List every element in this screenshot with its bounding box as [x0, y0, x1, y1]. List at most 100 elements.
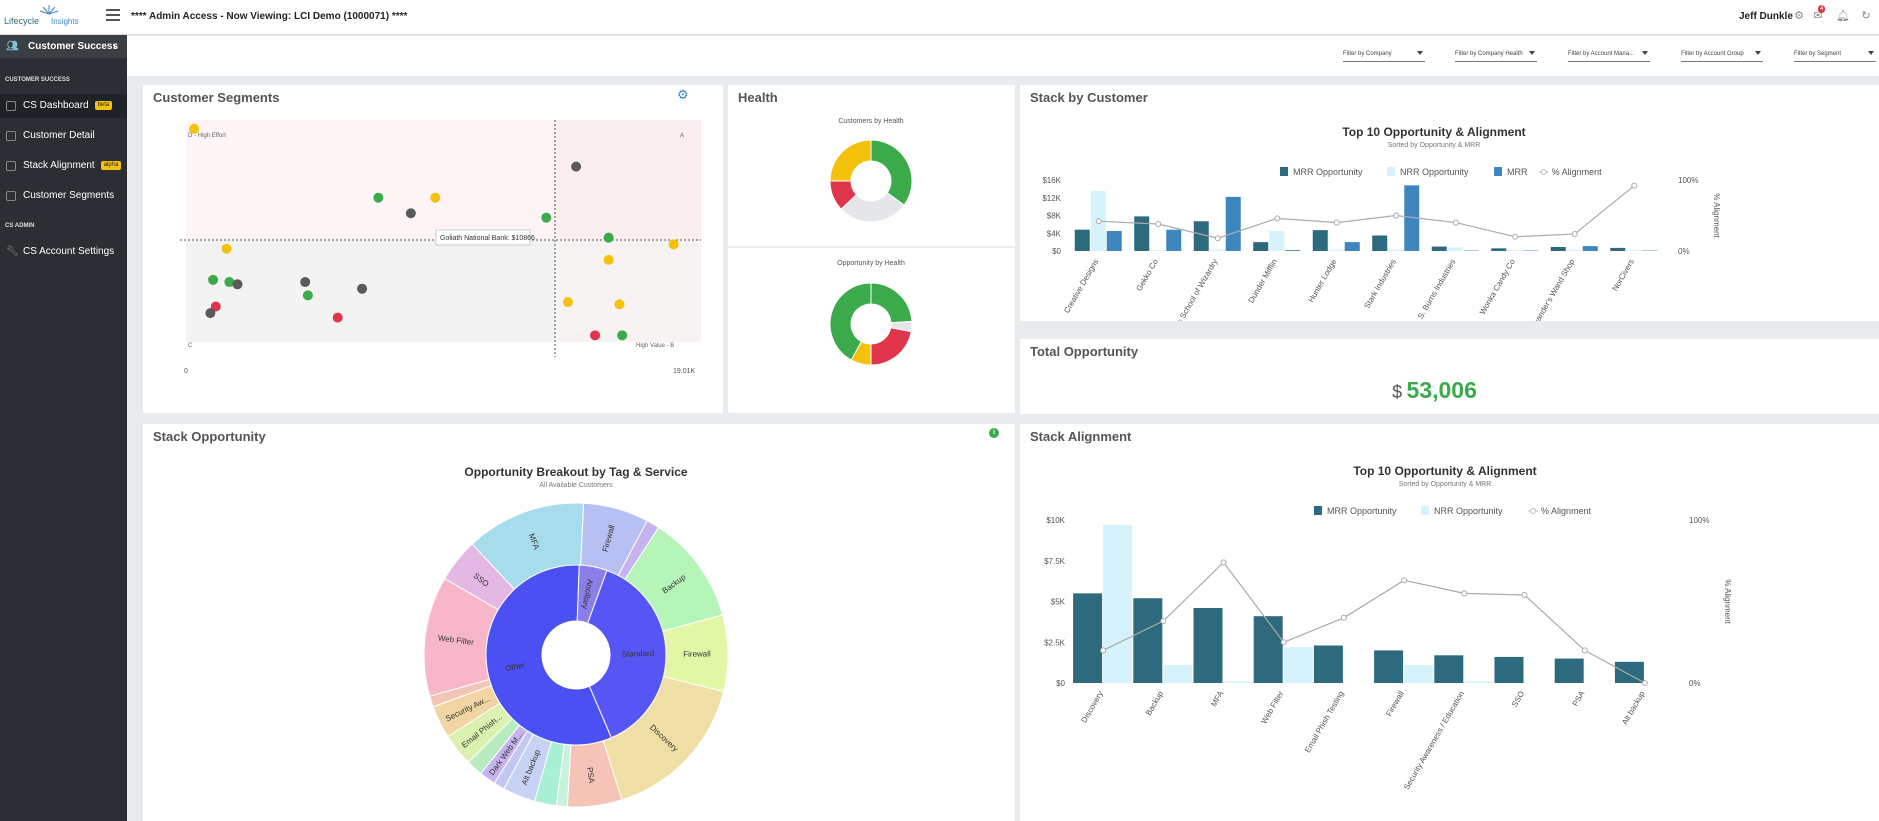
total-opportunity-panel: Total Opportunity $ 53,006 [1020, 339, 1879, 414]
quadrant-a-label: A [680, 133, 684, 139]
filter-company-health[interactable]: Filter by Company Health [1455, 49, 1537, 62]
health-donuts: Customers by Health Opportunity by Healt… [728, 118, 1015, 366]
sunburst-label: Standard [622, 649, 655, 659]
stack-icon [6, 161, 16, 171]
refresh-icon[interactable]: ↻ [1861, 10, 1871, 22]
sidebar: 👥︎ Customer Success › CUSTOMER SUCCESS C… [0, 35, 127, 821]
chevron-right-icon: › [113, 41, 117, 52]
lifecycle-insights-logo[interactable]: Lifecycle Insights [4, 2, 90, 32]
alignment-point [1452, 219, 1459, 226]
user-name[interactable]: Jeff Dunkle [1739, 11, 1793, 22]
opportunity-sunburst: Opportunity Breakout by Tag & Service All… [423, 465, 729, 808]
tooltip-text: Goliath National Bank: $10866 [440, 235, 535, 242]
alignment-point [1641, 680, 1648, 686]
y2-tick-label: 0% [1689, 679, 1701, 688]
alignment-point [1401, 577, 1408, 584]
legend-label-alignment: % Alignment [1541, 506, 1592, 516]
bar-nrr-opportunity-norcivers [1626, 250, 1642, 251]
sidebar-item-stack-alignment[interactable]: Stack Alignment alpha [0, 154, 127, 178]
filter-account-manager[interactable]: Filter by Account Mana... [1568, 49, 1650, 62]
scatter-point [668, 239, 679, 250]
x-tick-label: Email Phish Testing [1303, 690, 1346, 755]
bell-icon[interactable]: 🔔︎ [1836, 10, 1850, 22]
bar-mrr-opportunity-psa [1554, 658, 1584, 683]
alignment-line [1102, 561, 1646, 684]
y2-tick-label: 0% [1678, 247, 1690, 256]
bar-mrr-opportunity-mfa [1193, 608, 1223, 683]
x-axis-max-label: 19.01K [673, 368, 696, 375]
scatter-point [205, 308, 216, 319]
sidebar-item-cs-dashboard[interactable]: CS Dashboard beta [0, 94, 127, 118]
menu-icon[interactable] [106, 9, 120, 23]
bar-mrr-opportunity-dunder-mifflin [1253, 242, 1269, 251]
filter-account-group[interactable]: Filter by Account Group [1681, 49, 1763, 62]
bar-mrr-opportunity-firewall [1374, 650, 1404, 683]
bar-mrr-opportunity-hogwarts-school-of-wizardry [1193, 221, 1209, 251]
bar-nrr-opportunity-stark-industries [1388, 249, 1404, 251]
caret-down-icon [1417, 51, 1423, 55]
wrench-icon: 🔧︎ [6, 246, 19, 257]
stack-by-customer-chart: Top 10 Opportunity & Alignment Sorted by … [1042, 125, 1721, 321]
customer-segments-panel: Customer Segments ⚙ D - High Effort A C … [143, 85, 723, 413]
panel-title: Stack Opportunity [153, 429, 266, 444]
sunburst-label: PSA [585, 767, 596, 785]
sunburst-inner-other [485, 564, 613, 746]
x-tick-label: Backup [1144, 689, 1165, 717]
bar-mrr-hogwarts-school-of-wizardry [1225, 196, 1241, 251]
scatter-point [617, 330, 628, 341]
y-tick-label: $16K [1042, 176, 1061, 185]
sidebar-item-cs-account-settings[interactable]: 🔧︎ CS Account Settings [0, 240, 127, 264]
gear-icon[interactable]: ⚙ [1794, 10, 1804, 22]
filter-company[interactable]: Filter by Company [1343, 49, 1425, 62]
bar-nrr-opportunity-hunter-lodge [1328, 249, 1344, 251]
alpha-badge: alpha [100, 160, 122, 170]
bar-mrr-opportunity-security-awareness-education [1434, 655, 1464, 683]
y-tick-label: $2.5K [1044, 638, 1066, 647]
caret-down-icon [1868, 51, 1874, 55]
currency-symbol: $ [1392, 382, 1403, 402]
scatter-point [603, 254, 614, 265]
health-panel: Health Customers by Health Opportunity b… [728, 85, 1015, 413]
y-tick-label: $5K [1051, 598, 1066, 607]
filter-segment[interactable]: Filter by Segment [1794, 49, 1876, 62]
scatter-point [405, 208, 416, 219]
alignment-point [1521, 591, 1528, 598]
sidebar-item-customer-segments[interactable]: Customer Segments [0, 184, 127, 208]
sidebar-item-customer-detail[interactable]: Customer Detail [0, 124, 127, 148]
bar-mrr-opportunity-norcivers [1610, 247, 1626, 251]
sidebar-header-label: Customer Success [28, 41, 119, 52]
scatter-point [221, 243, 232, 254]
sidebar-item-label: Customer Segments [23, 190, 115, 201]
x-axis-min-label: 0 [184, 368, 188, 375]
x-tick-label: NorCivers [1610, 258, 1636, 293]
legend-swatch [1314, 506, 1322, 515]
panel-title: Stack by Customer [1030, 90, 1148, 105]
info-icon[interactable]: i [989, 428, 999, 438]
stack-opportunity-panel: Stack Opportunity i Opportunity Breakout… [143, 424, 1015, 821]
chart-title: Top 10 Opportunity & Alignment [1342, 125, 1525, 139]
y2-tick-label: 100% [1689, 516, 1709, 525]
alignment-point [1095, 218, 1102, 225]
bar-mrr-opportunity-discovery [1073, 593, 1103, 683]
legend-swatch [1540, 169, 1547, 175]
alignment-point [1155, 221, 1162, 228]
caret-down-icon [1755, 51, 1761, 55]
alignment-point [1393, 212, 1400, 219]
settings-icon[interactable]: ⚙ [677, 87, 689, 102]
filter-bar: Filter by Company Filter by Company Heal… [127, 36, 1879, 76]
caret-down-icon [1529, 51, 1535, 55]
alignment-point [1461, 590, 1468, 597]
bar-mrr-opportunity-stark-industries [1372, 235, 1388, 251]
bar-mrr-opportunity-web-filter [1253, 616, 1283, 683]
scatter-point [224, 277, 235, 288]
customer-success-menu[interactable]: 👥︎ Customer Success › [0, 35, 127, 58]
scatter-point [332, 312, 343, 323]
scatter-point [562, 297, 573, 308]
donut-slice-at-risk [829, 139, 872, 182]
opportunity-by-health-label: Opportunity by Health [837, 260, 905, 267]
donut-slice-healthy2 [829, 282, 872, 361]
customers-by-health-label: Customers by Health [838, 118, 903, 125]
section-customer-success: CUSTOMER SUCCESS [5, 77, 70, 83]
y-tick-label: $0 [1052, 247, 1061, 256]
messages-icon[interactable]: ✉ 4 [1813, 5, 1826, 22]
